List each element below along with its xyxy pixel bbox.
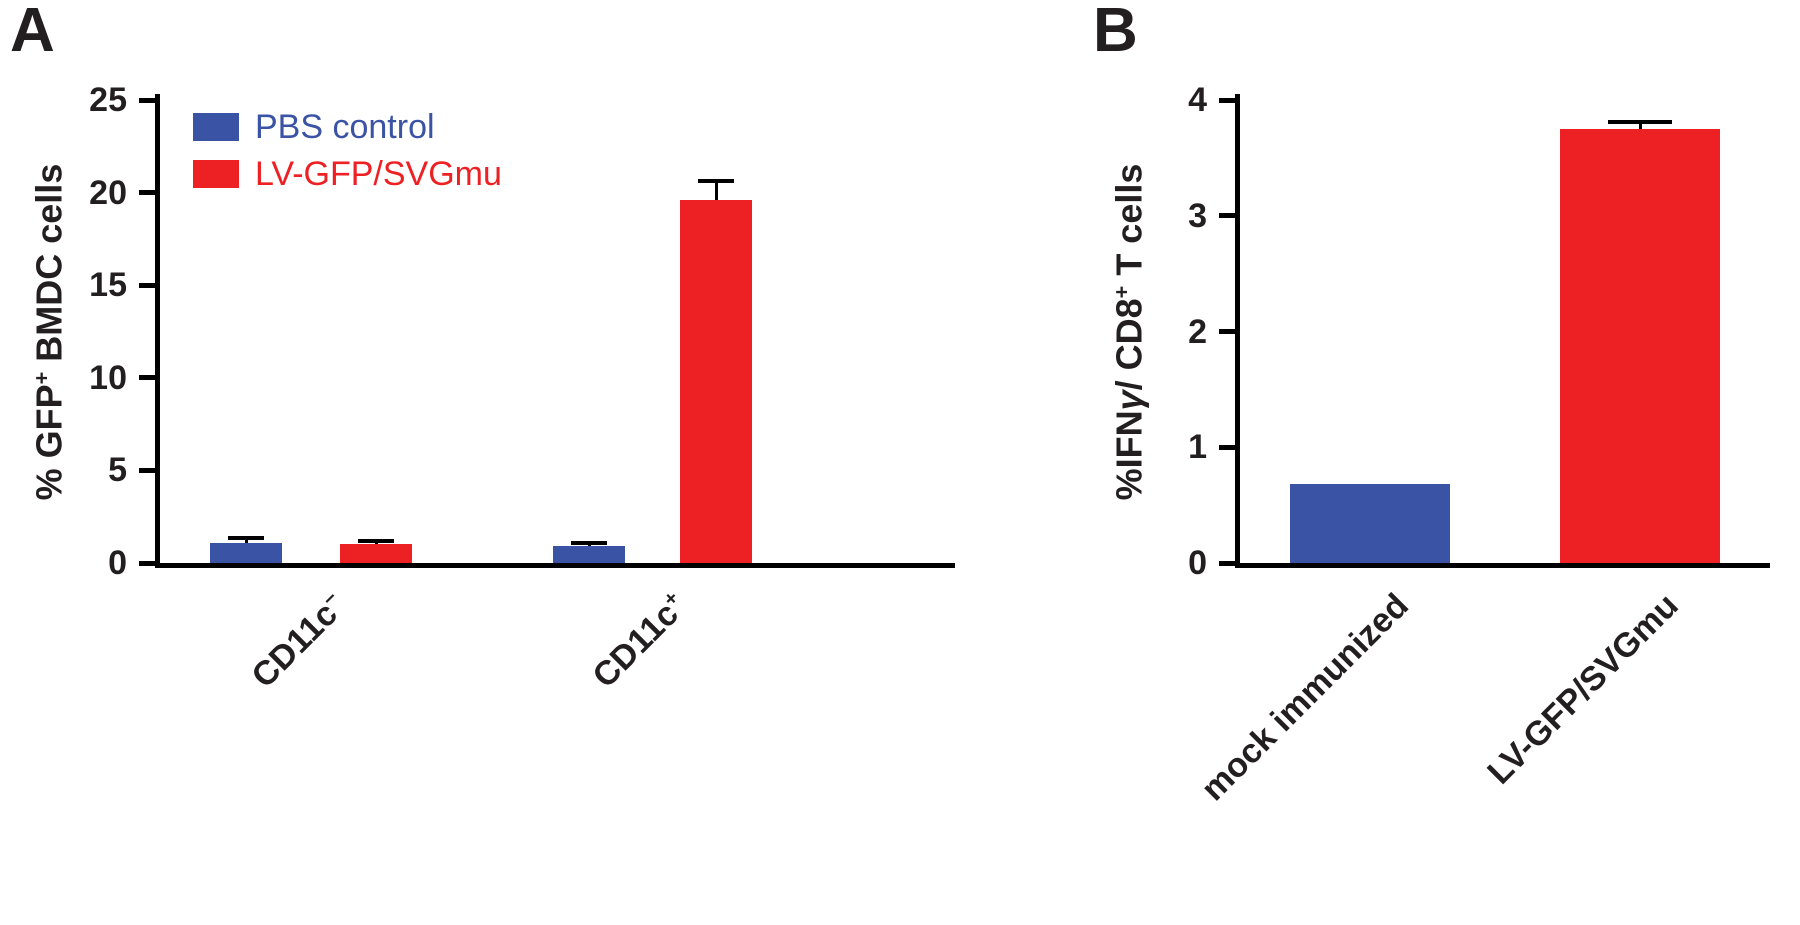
legend-item-lv-gfp-svgmu: LV-GFP/SVGmu [193, 157, 502, 191]
panel-a-y-axis-title: % GFP+ BMDC cells [28, 163, 70, 501]
legend-swatch-lv-gfp-svgmu [193, 160, 239, 188]
panel-b-y-axis [1235, 94, 1240, 568]
y-tick-label: 20 [89, 173, 127, 212]
y-tick-label: 1 [1188, 428, 1207, 467]
x-category-label: CD11c+ [585, 587, 686, 696]
y-tick-mark [1219, 97, 1235, 103]
y-tick-label: 25 [89, 81, 127, 119]
y-tick-mark [1219, 213, 1235, 219]
bar-lv-gfp-svgmu [1560, 128, 1720, 563]
bar-pbs-control-cd11c [210, 542, 282, 563]
y-tick-mark [1219, 444, 1235, 450]
bar-lv-gfp-svgmu-cd11c [340, 544, 412, 563]
y-tick-label: 4 [1188, 81, 1207, 119]
error-bar-cap [228, 535, 264, 540]
y-tick-label: 3 [1188, 196, 1207, 235]
y-tick-mark [139, 190, 155, 196]
y-tick-label: 10 [89, 358, 127, 397]
y-tick-label: 0 [108, 544, 127, 582]
panel-a-letter: A [10, 0, 55, 65]
error-bar-cap [1608, 119, 1672, 124]
panel-b-letter: B [1093, 0, 1138, 65]
error-bar-cap [358, 538, 394, 543]
legend-swatch-pbs-control [193, 113, 239, 141]
x-category-label: CD11c− [244, 587, 345, 696]
bar-pbs-control-cd11c [553, 546, 625, 563]
panel-a-legend: PBS control LV-GFP/SVGmu [193, 110, 502, 191]
error-bar [244, 537, 248, 543]
panel-a-plot-area: PBS control LV-GFP/SVGmu 0 5 10 15 20 25 CD11c… [89, 81, 955, 695]
error-bar [714, 181, 718, 200]
panel-b-plot-area: 0 1 2 3 4 mock immunized LV-GFP/SVGmu [1188, 81, 1770, 808]
x-category-label: mock immunized [1194, 586, 1417, 809]
error-bar [1638, 121, 1642, 129]
error-bar-cap [571, 540, 607, 545]
y-tick-mark [1219, 560, 1235, 566]
y-tick-mark [139, 560, 155, 566]
panel-a-x-axis [155, 563, 955, 568]
legend-label-pbs-control: PBS control [255, 108, 435, 146]
panel-a-y-axis [155, 94, 160, 568]
y-tick-mark [139, 282, 155, 288]
y-tick-label: 15 [89, 266, 127, 305]
y-tick-label: 2 [1188, 312, 1207, 351]
bar-mock-immunized [1290, 484, 1450, 563]
legend-item-pbs-control: PBS control [193, 110, 502, 144]
y-tick-label: 5 [108, 451, 127, 490]
x-category-label: LV-GFP/SVGmu [1480, 586, 1687, 792]
y-tick-mark [139, 375, 155, 381]
error-bar-cap [698, 179, 734, 184]
legend-label-lv-gfp-svgmu: LV-GFP/SVGmu [255, 155, 502, 193]
panel-b-x-axis [1235, 563, 1770, 568]
y-tick-mark [1219, 329, 1235, 334]
y-tick-label: 0 [1188, 544, 1207, 582]
y-tick-mark [139, 467, 155, 473]
bar-lv-gfp-svgmu-cd11c [680, 200, 752, 563]
y-tick-mark [139, 97, 155, 103]
